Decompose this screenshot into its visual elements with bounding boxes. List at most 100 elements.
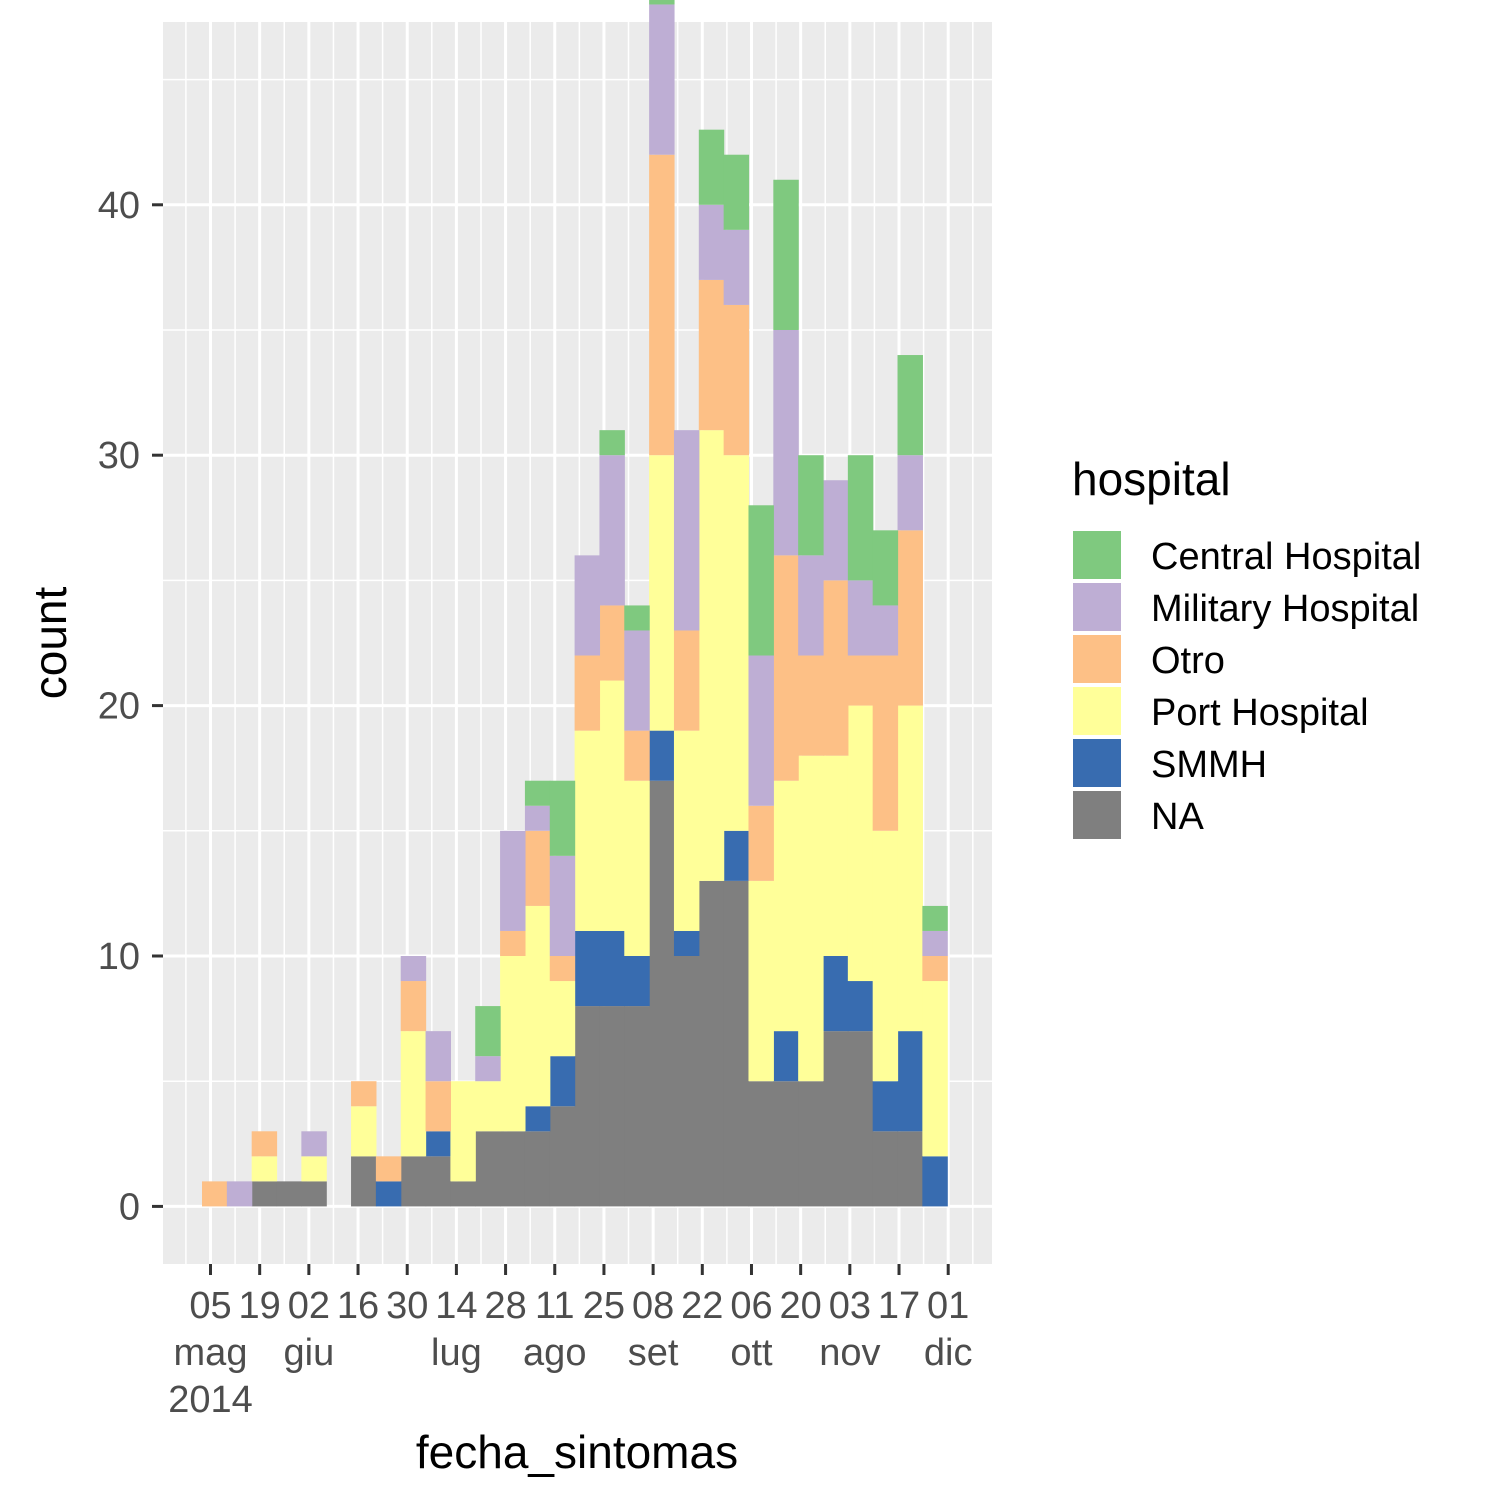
bar-segment	[673, 730, 700, 931]
bar-segment	[847, 455, 874, 581]
bar-segment	[698, 279, 725, 431]
bar-segment	[847, 655, 874, 706]
bar-segment	[400, 1031, 427, 1157]
legend-label: NA	[1151, 796, 1204, 838]
bar-segment	[351, 1081, 377, 1107]
bar-segment	[400, 981, 427, 1032]
bar-segment	[847, 981, 874, 1032]
legend: hospital Central Hospital Military Hospit…	[1071, 453, 1421, 841]
legend-key	[1071, 685, 1123, 737]
bar-segment	[624, 956, 650, 1007]
x-tick-label: 14 lug	[431, 1285, 482, 1374]
legend-key	[1071, 581, 1123, 633]
bar-segment	[748, 805, 774, 881]
y-tick-label: 10	[98, 936, 140, 978]
bar-segment	[549, 855, 576, 956]
bar-segment	[897, 455, 923, 531]
bar-segment	[698, 129, 725, 205]
x-tick-label: 17	[878, 1285, 920, 1327]
x-tick-label: 11 ago	[523, 1285, 586, 1374]
bar-segment	[922, 905, 948, 931]
bar-segment	[673, 630, 700, 731]
bar-segment	[922, 956, 948, 982]
bar-segment	[450, 1081, 476, 1182]
bar-segment	[649, 780, 675, 1207]
bar-segment	[524, 905, 551, 1107]
bar-segment	[723, 830, 750, 881]
bar-segment	[599, 680, 625, 931]
bar-segment	[599, 930, 625, 1007]
x-tick-label: 19	[239, 1285, 281, 1327]
bar-segment	[351, 1106, 377, 1157]
x-tick-label: 01 dic	[924, 1285, 973, 1374]
bar-segment	[400, 1156, 427, 1207]
x-tick-label: 28	[484, 1285, 526, 1327]
bar-segment	[698, 880, 725, 1207]
bar-segment	[524, 1106, 551, 1132]
bar-segment	[649, 730, 675, 781]
bar-segment	[624, 605, 650, 631]
bar-segment	[897, 355, 923, 456]
bar-segment	[425, 1156, 451, 1207]
legend-key	[1071, 737, 1123, 789]
bar-segment	[773, 330, 799, 556]
legend-label: Military Hospital	[1151, 588, 1419, 630]
bar-segment	[922, 930, 948, 956]
y-tick-label: 40	[98, 185, 140, 227]
x-tick-label: 25	[583, 1285, 625, 1327]
bar-segment	[649, 4, 675, 155]
bar-segment	[723, 154, 750, 230]
bar-segment	[599, 1006, 625, 1207]
bar-segment	[301, 1181, 327, 1207]
bar-segment	[872, 530, 899, 606]
bar-segment	[425, 1131, 451, 1157]
bar-segment	[872, 1131, 899, 1207]
bar-segment	[798, 755, 824, 1082]
bar-segment	[922, 981, 948, 1157]
bar-segment	[773, 555, 799, 781]
legend-label: SMMH	[1151, 744, 1267, 786]
x-axis-title: fecha_sintomas	[416, 1426, 738, 1478]
bar-segment	[823, 1031, 849, 1207]
bar-segment	[897, 705, 923, 1032]
y-tick-label: 20	[98, 686, 140, 728]
bar-segment	[574, 930, 601, 1007]
bar-segment	[773, 1081, 799, 1207]
bar-segment	[574, 1006, 601, 1207]
bar-segment	[251, 1131, 278, 1157]
bar-segment	[872, 830, 899, 1082]
bar-segment	[574, 555, 601, 656]
bar-segment	[524, 830, 551, 906]
bar-segment	[673, 956, 700, 1207]
x-tick-label: 02 giu	[284, 1285, 335, 1374]
bar-segment	[276, 1181, 302, 1207]
bar-segment	[649, 455, 675, 731]
bar-segment	[922, 1156, 948, 1207]
bar-segment	[798, 455, 824, 556]
bar-segment	[301, 1131, 327, 1157]
bar-segment	[748, 655, 774, 806]
bar-segment	[624, 630, 650, 731]
bar-segment	[549, 1106, 576, 1207]
bar-segment	[524, 780, 551, 806]
bar-segment	[773, 1031, 799, 1082]
bar-segment	[475, 1081, 501, 1132]
x-tick-label: 08 set	[628, 1285, 679, 1374]
bar-segment	[673, 930, 700, 956]
bar-segment	[723, 455, 750, 831]
bar-segment	[847, 1031, 874, 1207]
bar-segment	[823, 755, 849, 956]
bar-segment	[773, 780, 799, 1032]
bar-segment	[649, 0, 675, 5]
bar-segment	[872, 655, 899, 831]
stacked-bars	[202, 0, 948, 1207]
bar-segment	[301, 1156, 327, 1182]
legend-label: Port Hospital	[1151, 692, 1369, 734]
bar-segment	[524, 1131, 551, 1207]
bar-segment	[624, 730, 650, 781]
bar-segment	[897, 530, 923, 706]
bar-segment	[847, 705, 874, 982]
bar-segment	[723, 880, 750, 1207]
bar-segment	[450, 1181, 476, 1207]
